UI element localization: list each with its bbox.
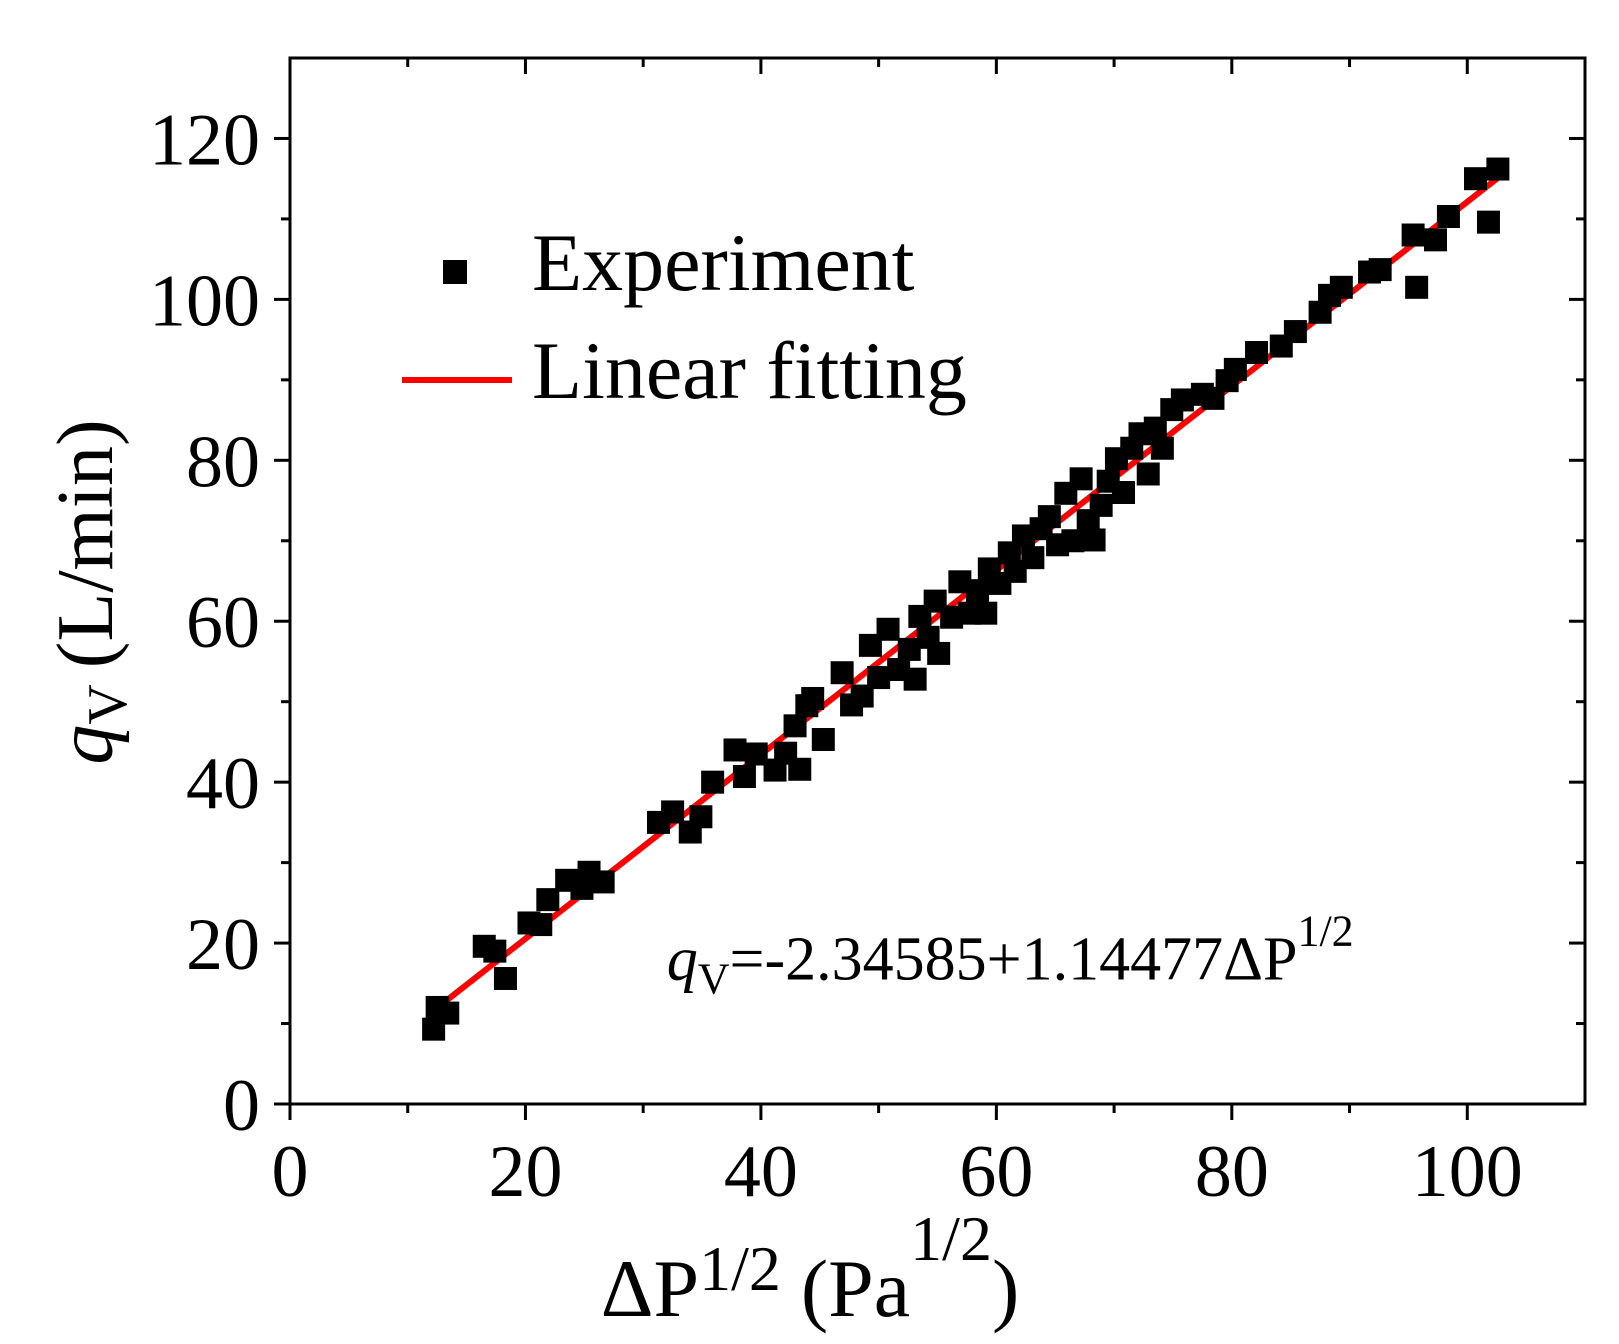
experiment-point bbox=[1405, 275, 1429, 299]
experiment-point bbox=[867, 666, 891, 690]
experiment-point bbox=[1082, 528, 1106, 552]
experiment-point bbox=[1021, 546, 1045, 570]
experiment-point bbox=[436, 1001, 460, 1025]
experiment-point bbox=[1223, 357, 1247, 381]
experiment-point bbox=[801, 686, 825, 710]
experiment-point bbox=[1368, 258, 1392, 282]
y-axis-label-sub: V bbox=[77, 684, 139, 724]
experiment-point bbox=[974, 601, 998, 625]
x-tick-label: 20 bbox=[488, 1131, 562, 1213]
experiment-point bbox=[591, 870, 615, 894]
legend-marker-experiment bbox=[443, 260, 467, 284]
experiment-point bbox=[927, 641, 951, 665]
experiment-point bbox=[701, 770, 725, 794]
x-tick-label: 0 bbox=[272, 1131, 309, 1213]
experiment-point bbox=[1464, 167, 1488, 191]
experiment-point bbox=[493, 966, 517, 990]
y-axis-label-var: q bbox=[42, 725, 130, 765]
experiment-points-group bbox=[422, 157, 1510, 1041]
x-tick-label: 60 bbox=[959, 1131, 1033, 1213]
x-tick-label: 40 bbox=[724, 1131, 798, 1213]
experiment-point bbox=[1136, 462, 1160, 486]
y-tick-label: 20 bbox=[186, 904, 260, 986]
y-axis-label-unit: (L/min) bbox=[42, 419, 130, 668]
experiment-point bbox=[897, 637, 921, 661]
experiment-point bbox=[1112, 480, 1136, 504]
experiment-point bbox=[536, 888, 560, 912]
experiment-point bbox=[1003, 559, 1027, 583]
x-axis-label-unit: (Pa bbox=[801, 1243, 910, 1334]
x-axis-label-unit-sup: 1/2 bbox=[910, 1203, 992, 1274]
y-tick-label: 100 bbox=[149, 260, 260, 342]
y-tick-label: 120 bbox=[149, 99, 260, 181]
experiment-point bbox=[1283, 320, 1307, 344]
fit-equation-annotation: qV=-2.34585+1.14477ΔP1/2 bbox=[667, 906, 1354, 1003]
experiment-point bbox=[1037, 505, 1061, 529]
experiment-point bbox=[1486, 157, 1510, 181]
x-axis-label: ΔP1/2 (Pa1/2) bbox=[601, 1203, 1020, 1334]
experiment-point bbox=[940, 605, 964, 629]
legend-label-experiment: Experiment bbox=[532, 217, 915, 308]
experiment-point bbox=[948, 570, 972, 594]
experiment-point bbox=[1476, 210, 1500, 234]
equation-superscript: 1/2 bbox=[1297, 906, 1353, 955]
x-tick-label: 80 bbox=[1195, 1131, 1269, 1213]
experiment-point bbox=[1150, 436, 1174, 460]
experiment-point bbox=[1170, 388, 1194, 412]
y-tick-label: 40 bbox=[186, 743, 260, 825]
experiment-point bbox=[811, 728, 835, 752]
axes-group: 0 20 40 60 80 100 0 20 40 60 80 100 120 bbox=[149, 56, 1587, 1213]
x-tick-label: 100 bbox=[1412, 1131, 1523, 1213]
x-axis-label-main: ΔP bbox=[601, 1243, 699, 1334]
experiment-point bbox=[1061, 529, 1085, 553]
experiment-point bbox=[483, 939, 507, 963]
experiment-point bbox=[783, 714, 807, 738]
experiment-point bbox=[1089, 493, 1113, 517]
experiment-point bbox=[661, 800, 685, 824]
plot-frame bbox=[288, 56, 1587, 1106]
experiment-point bbox=[1436, 205, 1460, 229]
experiment-point bbox=[1069, 467, 1093, 491]
y-axis-label: qV (L/min) bbox=[42, 419, 139, 764]
x-axis-label-close: ) bbox=[992, 1243, 1019, 1334]
y-tick-label: 80 bbox=[186, 421, 260, 503]
equation-body: =-2.34585+1.14477ΔP bbox=[730, 925, 1298, 993]
experiment-point bbox=[1401, 223, 1425, 247]
experiment-point bbox=[1245, 340, 1269, 364]
experiment-point bbox=[850, 684, 874, 708]
experiment-point bbox=[903, 667, 927, 691]
experiment-point bbox=[1143, 416, 1167, 440]
experiment-point bbox=[744, 742, 768, 766]
equation-subscript: V bbox=[698, 954, 730, 1003]
experiment-point bbox=[1011, 524, 1035, 548]
experiment-point bbox=[723, 738, 747, 762]
experiment-point bbox=[1423, 228, 1447, 252]
y-tick-label: 0 bbox=[223, 1065, 260, 1147]
x-axis-label-sup: 1/2 bbox=[699, 1233, 781, 1304]
experiment-point bbox=[876, 617, 900, 641]
experiment-point bbox=[1201, 386, 1225, 410]
experiment-point bbox=[788, 757, 812, 781]
experiment-point bbox=[732, 765, 756, 789]
legend: Experiment Linear fitting bbox=[402, 217, 967, 416]
experiment-point bbox=[1329, 275, 1353, 299]
experiment-point bbox=[830, 661, 854, 685]
experiment-point bbox=[858, 633, 882, 657]
y-tick-label: 60 bbox=[186, 582, 260, 664]
experiment-point bbox=[966, 579, 990, 603]
legend-label-linear-fitting: Linear fitting bbox=[532, 325, 967, 416]
experiment-point bbox=[689, 805, 713, 829]
equation-variable: q bbox=[667, 925, 698, 993]
experiment-point bbox=[529, 913, 553, 937]
